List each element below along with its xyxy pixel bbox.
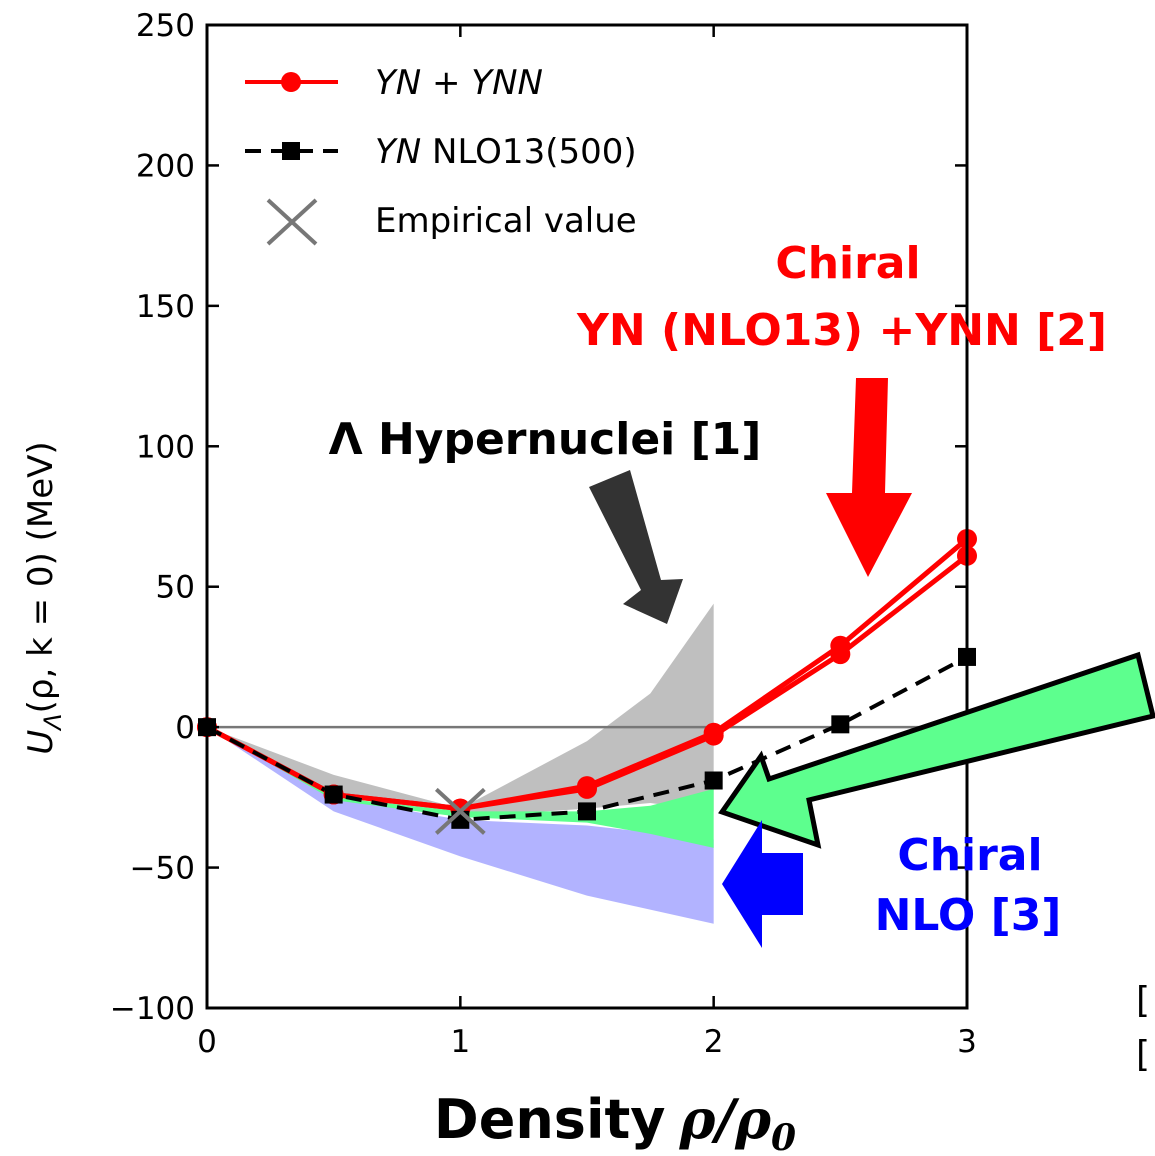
green-arrow-icon [718,651,1155,849]
hypernuclei-annotation: Λ Hypernuclei [1] [329,414,762,465]
y-axis-label: UΛ(ρ, k = 0) (MeV) [21,441,67,754]
y-tick-label: −50 [130,851,195,887]
nlo13-point [704,771,723,790]
y-tick-label: 100 [136,429,195,465]
x-axis-label: Density ρ/ρ0 [434,1087,796,1156]
nlo13-point [578,802,596,821]
x-tick-label: 0 [197,1024,217,1060]
y-tick-label: 200 [136,148,195,184]
y-tick-label: 0 [175,710,195,746]
reference-fragment-2: [ [1136,1034,1150,1075]
nlo13-point [324,785,343,804]
chiral-nlo-arrow-icon [722,820,803,948]
reference-fragment-1: [ [1136,980,1150,1021]
empirical-point [434,787,486,835]
plot-axes [205,23,969,1010]
x-tick-label: 2 [704,1024,724,1060]
hypernuclei-arrow-icon [589,470,683,624]
chiral-nlo-annotation-line1: Chiral [897,830,1042,881]
plot-frame [205,23,969,1010]
x-marker-icon [266,198,318,246]
nlo13-point [831,715,850,734]
svg-text:YN + YNN: YN + YNN [375,63,543,103]
axis-ticks: −100 −50 0 50 100 150 200 250 0 1 2 3 [110,8,977,1060]
y-tick-label: −100 [110,991,195,1027]
y-tick-label: 250 [136,8,195,44]
chiral-ynn-arrow-icon [826,378,912,577]
legend-entry-empirical: Empirical value [266,198,637,246]
chiral-ynn-annotation-line2: YN (NLO13) +YNN [2] [576,305,1107,356]
hypernuclei-band [207,603,714,818]
legend-label-empirical: Empirical value [375,201,637,241]
ynn-point [577,778,597,799]
legend-label-ynn: YN + YNN [375,63,543,103]
empirical-x-stroke [434,787,486,835]
ynn-point [830,644,851,665]
legend-entry-ynn: YN + YNN [245,63,543,103]
legend: YN + YNN YN NLO13(500) Empirical value [245,63,637,246]
y-tick-label: 150 [136,289,195,325]
ynn-point [703,725,724,746]
y-tick-label: 50 [156,570,195,606]
legend-entry-nlo13: YN NLO13(500) [245,132,637,172]
chiral-nlo-annotation-line2: NLO [3] [875,890,1062,941]
svg-text:YN NLO13(500): YN NLO13(500) [375,132,637,172]
x-tick-label: 3 [957,1024,977,1060]
x-tick-label: 1 [450,1024,470,1060]
chiral-ynn-annotation-line1: Chiral [775,238,920,289]
legend-label-nlo13: YN [375,132,421,172]
